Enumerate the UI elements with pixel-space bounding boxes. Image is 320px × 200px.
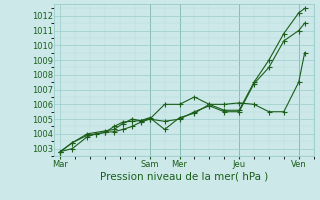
X-axis label: Pression niveau de la mer( hPa ): Pression niveau de la mer( hPa ) xyxy=(100,172,268,182)
